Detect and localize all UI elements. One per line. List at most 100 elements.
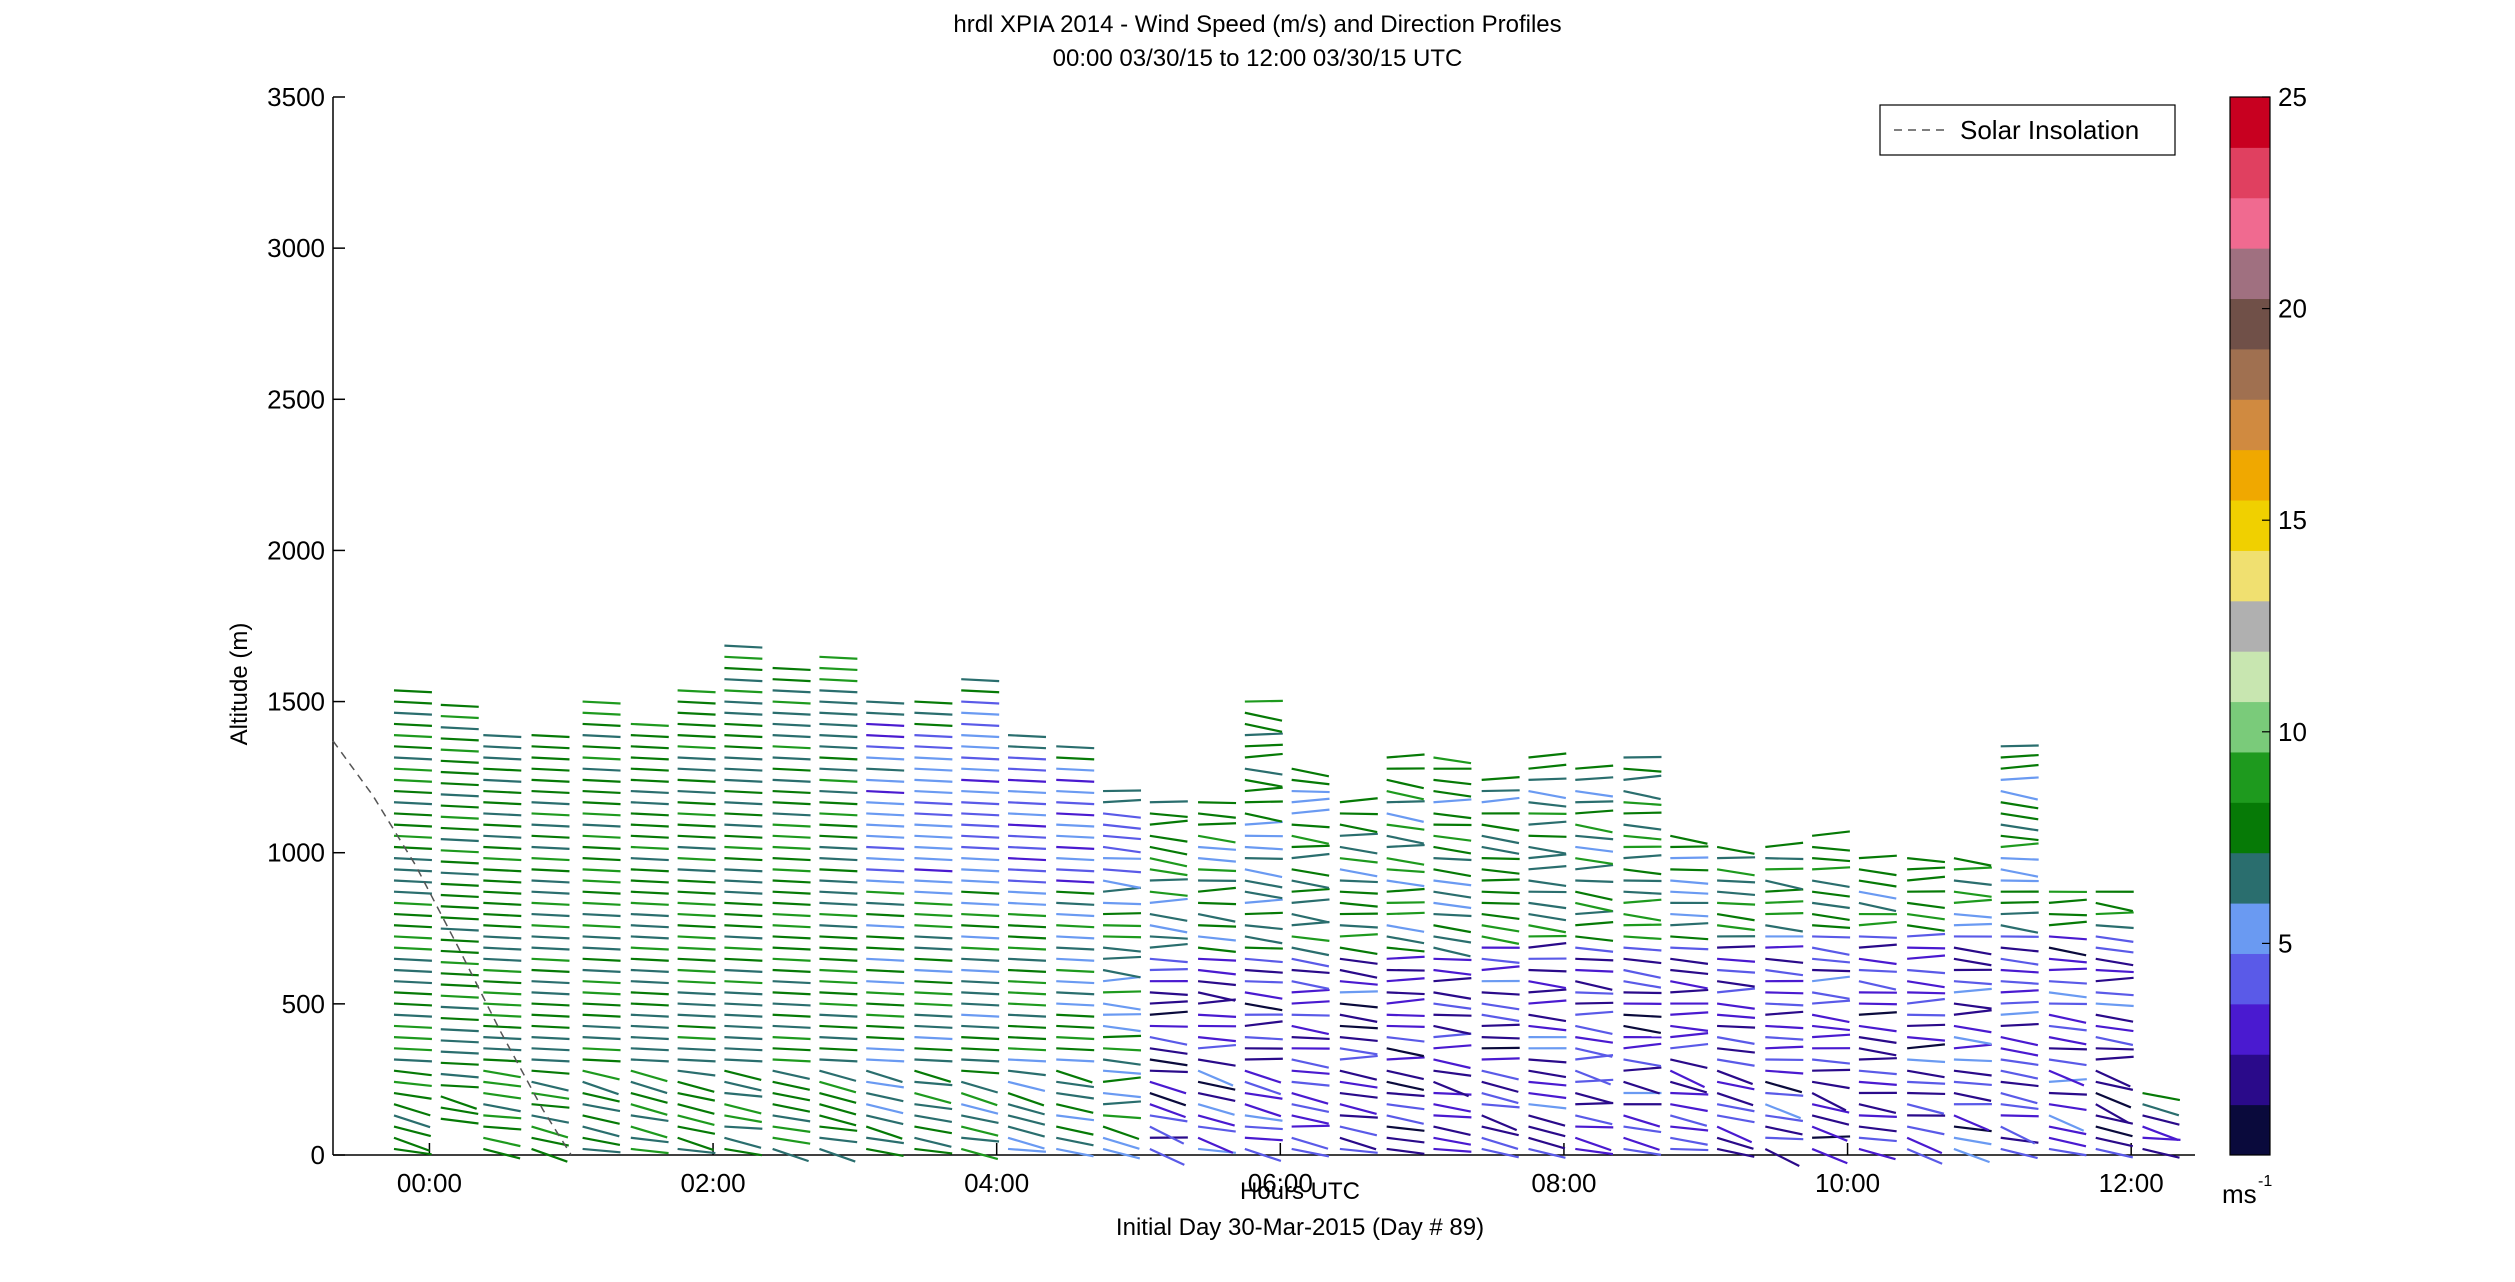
wind-barb bbox=[1056, 857, 1095, 862]
wind-barb bbox=[1907, 866, 1946, 871]
wind-barb bbox=[2000, 801, 2039, 810]
wind-barb bbox=[1007, 1024, 1047, 1029]
wind-barb bbox=[483, 901, 522, 906]
wind-barb bbox=[772, 1047, 811, 1052]
wind-barb bbox=[440, 949, 479, 954]
wind-barb bbox=[1197, 1043, 1237, 1050]
wind-barb bbox=[2000, 968, 2039, 974]
wind-barb bbox=[1339, 1125, 1378, 1137]
x-tick-label: 04:00 bbox=[964, 1168, 1029, 1198]
wind-barb bbox=[1953, 866, 1992, 871]
wind-barb bbox=[582, 700, 621, 705]
wind-barb bbox=[483, 834, 522, 839]
wind-barb bbox=[531, 1013, 570, 1018]
wind-barb bbox=[865, 1125, 903, 1140]
wind-barb bbox=[724, 767, 763, 772]
wind-barb bbox=[2000, 946, 2039, 953]
wind-barb bbox=[1386, 868, 1425, 874]
wind-barb bbox=[2000, 763, 2039, 770]
wind-barb bbox=[531, 801, 570, 806]
wind-barb bbox=[819, 756, 858, 761]
wind-barb bbox=[1907, 991, 1946, 995]
wind-barb bbox=[866, 845, 905, 850]
wind-barb bbox=[1670, 912, 1709, 918]
wind-barb bbox=[2048, 1013, 2087, 1024]
wind-barb bbox=[483, 1036, 522, 1041]
wind-barb bbox=[1007, 756, 1047, 761]
wind-barb bbox=[1858, 1047, 1897, 1057]
wind-barb bbox=[1481, 1103, 1520, 1109]
wind-barb bbox=[1103, 990, 1142, 994]
wind-barb bbox=[914, 912, 953, 918]
wind-barb bbox=[1433, 798, 1472, 804]
wind-barb bbox=[724, 879, 763, 884]
wind-barb bbox=[1197, 913, 1236, 923]
wind-barb bbox=[440, 1050, 479, 1055]
wind-barb bbox=[1812, 968, 1851, 973]
wind-barb bbox=[2048, 1024, 2087, 1032]
wind-barb bbox=[1812, 957, 1851, 964]
wind-barb bbox=[1906, 980, 1945, 989]
wind-barb bbox=[393, 1024, 432, 1029]
wind-barb bbox=[1149, 857, 1188, 868]
wind-barb bbox=[393, 711, 432, 716]
wind-barb bbox=[1670, 1103, 1708, 1113]
wind-barb bbox=[393, 700, 432, 705]
wind-barb bbox=[724, 666, 763, 672]
wind-barb bbox=[677, 845, 716, 850]
wind-barb bbox=[1102, 1114, 1142, 1120]
wind-barb bbox=[819, 711, 858, 716]
wind-barb bbox=[724, 789, 763, 795]
wind-barb bbox=[1244, 1147, 1282, 1162]
wind-barb bbox=[1056, 1114, 1095, 1122]
wind-barb bbox=[1102, 975, 1141, 983]
wind-barb bbox=[1433, 991, 1472, 1000]
wind-barb bbox=[1339, 1002, 1378, 1009]
wind-barb bbox=[724, 1114, 763, 1124]
y-tick-label: 2500 bbox=[267, 384, 325, 414]
footer-initial-day: Initial Day 30-Mar-2015 (Day # 89) bbox=[1115, 1214, 1485, 1241]
wind-barb bbox=[1858, 1011, 1897, 1016]
wind-barb bbox=[724, 711, 763, 716]
wind-barb bbox=[1244, 767, 1283, 776]
wind-barb bbox=[724, 845, 763, 850]
wind-barb bbox=[1056, 890, 1095, 895]
wind-barb bbox=[1339, 1080, 1378, 1089]
wind-barb bbox=[1339, 797, 1378, 804]
wind-barb bbox=[2000, 1080, 2039, 1088]
wind-barb bbox=[393, 1091, 432, 1100]
wind-barb bbox=[1244, 911, 1283, 916]
wind-barb bbox=[1103, 912, 1142, 916]
wind-barb bbox=[582, 834, 621, 839]
wind-barb bbox=[1765, 1091, 1804, 1097]
wind-barb bbox=[483, 767, 522, 772]
wind-barb bbox=[1339, 968, 1378, 979]
wind-barb bbox=[961, 991, 1000, 996]
wind-barb bbox=[1907, 968, 1946, 975]
wind-barb bbox=[819, 946, 858, 951]
wind-barb bbox=[393, 722, 432, 727]
wind-barb bbox=[630, 868, 669, 873]
wind-barb bbox=[2000, 879, 2039, 883]
wind-barb bbox=[582, 845, 621, 850]
wind-barb bbox=[1717, 901, 1756, 906]
wind-barb bbox=[1858, 1136, 1897, 1143]
wind-barb bbox=[582, 890, 621, 895]
wind-barb bbox=[1906, 1125, 1945, 1136]
wind-barb bbox=[724, 1058, 763, 1063]
wind-barb bbox=[2048, 920, 2087, 927]
colorbar-segment bbox=[2230, 348, 2270, 400]
wind-barb bbox=[772, 734, 811, 739]
wind-barb bbox=[1812, 935, 1851, 939]
wind-barb bbox=[1007, 1114, 1046, 1126]
y-tick-label: 1000 bbox=[267, 838, 325, 868]
wind-barb bbox=[2048, 1078, 2087, 1083]
colorbar-segment bbox=[2230, 550, 2270, 602]
wind-barb bbox=[914, 924, 953, 929]
wind-barb bbox=[819, 689, 858, 694]
wind-barb bbox=[393, 778, 432, 783]
wind-barb bbox=[582, 946, 621, 951]
wind-barb bbox=[1056, 812, 1095, 817]
wind-barb bbox=[1953, 879, 1992, 886]
wind-barb bbox=[2000, 989, 2039, 994]
